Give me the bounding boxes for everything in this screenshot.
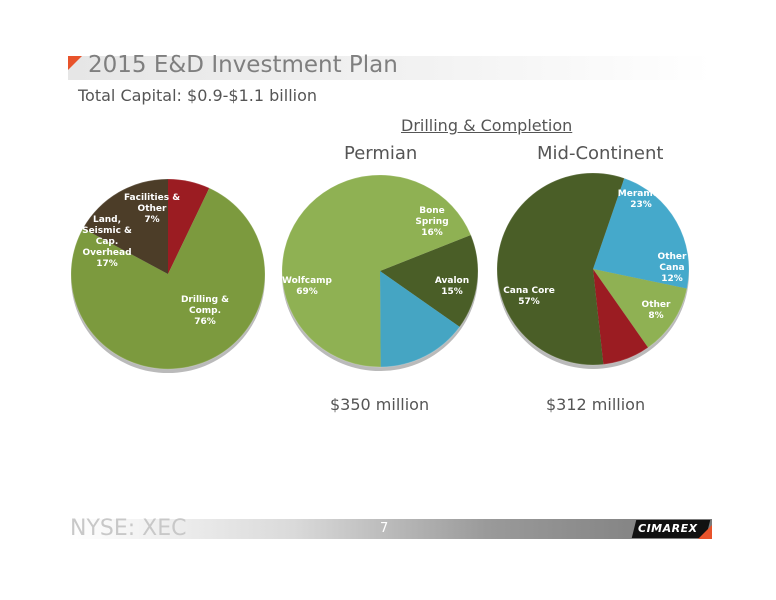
slice-label: Bone Spring 16% bbox=[415, 206, 448, 238]
slice-label-line: 57% bbox=[518, 297, 540, 307]
slice-label-line: Meramec bbox=[618, 189, 664, 199]
pie-slice bbox=[380, 271, 460, 368]
slice-label-line: Other bbox=[658, 252, 687, 262]
slice-label: Avalon 15% bbox=[435, 276, 469, 297]
title-bar bbox=[68, 56, 712, 80]
slice-label: Other 8% bbox=[642, 300, 671, 321]
pie-slice bbox=[83, 178, 168, 274]
slice-label: Wolfcamp 69% bbox=[282, 276, 333, 297]
slice-label-line: Cap. bbox=[96, 237, 119, 247]
slice-label-line: 7% bbox=[144, 215, 159, 225]
footer-ticker: NYSE: XEC bbox=[70, 516, 187, 541]
pie-slice bbox=[593, 269, 687, 348]
slice-label-line: Avalon bbox=[435, 276, 469, 286]
slice-label-line: 23% bbox=[630, 200, 652, 210]
pie-slice bbox=[380, 235, 478, 327]
slice-label: Cana Core 57% bbox=[503, 286, 555, 307]
slice-label-line: Wolfcamp bbox=[282, 276, 333, 286]
slice-label-line: 12% bbox=[661, 274, 683, 284]
slice-label: Meramec 23% bbox=[618, 189, 664, 210]
slice-label-line: Cana Core bbox=[503, 286, 555, 296]
slide-title: 2015 E&D Investment Plan bbox=[88, 52, 398, 78]
slice-label-line: 17% bbox=[96, 259, 118, 269]
cimarex-logo-text: CIMAREX bbox=[638, 522, 698, 535]
slice-label: Drilling & Comp. 76% bbox=[181, 295, 229, 327]
permian-chart-title: Permian bbox=[344, 143, 418, 164]
slice-label-line: 15% bbox=[441, 287, 463, 297]
orange-flag-icon bbox=[68, 56, 82, 70]
pie-slice bbox=[70, 187, 265, 370]
mid-continent-chart-title: Mid-Continent bbox=[537, 143, 664, 164]
slice-label-line: Other bbox=[642, 300, 671, 310]
slice-label-line: Overhead bbox=[82, 248, 131, 258]
total-capital-subtitle: Total Capital: $0.9-$1.1 billion bbox=[78, 86, 318, 105]
pie-outline bbox=[496, 172, 690, 366]
pie-outline bbox=[70, 178, 266, 370]
slice-label-line: Land, bbox=[93, 215, 121, 225]
slice-label-line: Comp. bbox=[189, 306, 221, 316]
slice-label-line: Spring bbox=[415, 217, 448, 227]
slice-label-line: Drilling & bbox=[181, 295, 229, 305]
slice-label-line: 69% bbox=[296, 287, 318, 297]
footer-bar bbox=[68, 519, 712, 539]
mid-continent-amount: $312 million bbox=[546, 395, 646, 414]
pie-slice bbox=[497, 173, 625, 366]
slice-label-line: Bone bbox=[419, 206, 445, 216]
slice-label-line: Facilities & bbox=[124, 193, 180, 203]
orange-corner-icon bbox=[698, 525, 712, 539]
slice-label-line: Other bbox=[138, 204, 167, 214]
drilling-completion-heading: Drilling & Completion bbox=[401, 116, 573, 135]
pie-slice bbox=[593, 269, 649, 365]
slice-label: Land, Seismic & Cap. Overhead 17% bbox=[82, 215, 132, 269]
page-number: 7 bbox=[380, 521, 389, 536]
slice-label-line: 8% bbox=[648, 311, 663, 321]
slice-label: Other Cana 12% bbox=[658, 252, 687, 284]
pie-outline bbox=[281, 174, 479, 368]
pie-slice bbox=[593, 178, 689, 289]
slice-label-line: Seismic & bbox=[82, 226, 132, 236]
slice-label: Facilities & Other 7% bbox=[124, 193, 180, 225]
pie-slice bbox=[168, 178, 210, 274]
slice-label-line: 16% bbox=[421, 228, 443, 238]
pie-slice bbox=[281, 174, 471, 368]
slice-label-line: 76% bbox=[194, 317, 216, 327]
slice-label-line: Cana bbox=[659, 263, 684, 273]
permian-amount: $350 million bbox=[330, 395, 430, 414]
